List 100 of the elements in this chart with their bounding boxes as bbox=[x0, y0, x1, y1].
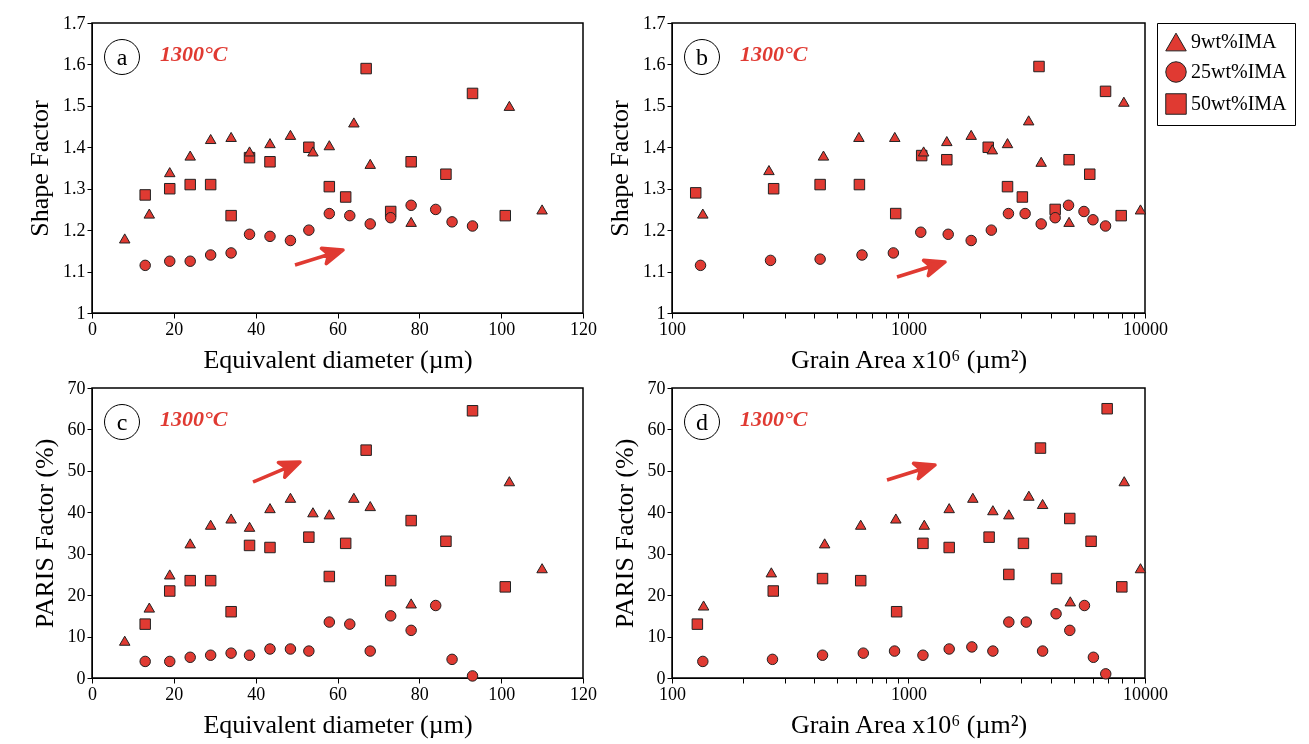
y-tick-label: 70 bbox=[67, 377, 86, 398]
point bbox=[164, 182, 176, 195]
point bbox=[225, 209, 237, 222]
point bbox=[184, 651, 196, 664]
point bbox=[536, 204, 548, 215]
point bbox=[536, 563, 548, 574]
x-tick-label: 10000 bbox=[1123, 683, 1168, 704]
point bbox=[405, 156, 417, 168]
point bbox=[384, 574, 397, 587]
point bbox=[440, 535, 452, 548]
y-axis-title: Shape Factor bbox=[25, 99, 54, 237]
x-tick-label: 80 bbox=[410, 318, 429, 339]
point bbox=[264, 138, 276, 149]
annotation: d bbox=[684, 404, 720, 440]
y-tick-label: 10 bbox=[67, 626, 86, 647]
point bbox=[184, 255, 196, 267]
y-tick-label: 1 bbox=[76, 302, 86, 323]
y-axis-title: Shape Factor bbox=[605, 99, 634, 237]
point bbox=[264, 541, 276, 554]
point bbox=[225, 513, 237, 524]
point bbox=[323, 570, 336, 583]
point bbox=[348, 117, 360, 128]
point bbox=[364, 501, 376, 512]
point bbox=[264, 230, 276, 243]
y-tick-label: 1.6 bbox=[63, 53, 86, 74]
point bbox=[143, 602, 156, 613]
x-axis-title: Grain Area x10⁶ (µm²) bbox=[790, 709, 1028, 739]
x-tick-label: 40 bbox=[247, 683, 266, 704]
y-tick-label: 20 bbox=[67, 584, 86, 605]
annotation: 1300°C bbox=[160, 406, 228, 432]
y-tick-label: 40 bbox=[647, 501, 666, 522]
point bbox=[243, 649, 256, 661]
point bbox=[184, 574, 196, 587]
point bbox=[164, 255, 176, 267]
point bbox=[284, 643, 297, 655]
point bbox=[303, 224, 315, 236]
point bbox=[264, 643, 276, 655]
point bbox=[364, 645, 376, 657]
y-tick-label: 40 bbox=[67, 501, 86, 522]
y-axis-title: PARIS Factor (%) bbox=[609, 438, 639, 629]
point bbox=[164, 655, 176, 668]
point bbox=[143, 208, 156, 219]
point bbox=[303, 645, 315, 657]
y-tick-label: 1.1 bbox=[643, 261, 666, 282]
point bbox=[184, 178, 196, 191]
point bbox=[243, 228, 256, 241]
point bbox=[284, 129, 297, 140]
point bbox=[164, 585, 176, 597]
x-tick-label: 40 bbox=[247, 318, 266, 339]
point bbox=[466, 405, 479, 417]
x-axis-title: Equivalent diameter (µm) bbox=[203, 344, 473, 374]
y-tick-label: 60 bbox=[67, 418, 86, 439]
point bbox=[139, 618, 151, 630]
y-axis-title: PARIS Factor (%) bbox=[29, 438, 59, 629]
point bbox=[323, 140, 336, 151]
y-tick-label: 1.3 bbox=[643, 178, 666, 199]
point bbox=[405, 216, 417, 227]
legend-label: 25wt%IMA bbox=[1191, 60, 1288, 82]
point bbox=[446, 653, 458, 666]
point bbox=[364, 158, 376, 169]
y-tick-label: 10 bbox=[647, 626, 666, 647]
point bbox=[503, 100, 516, 111]
y-tick-label: 1.2 bbox=[643, 219, 666, 240]
point bbox=[339, 191, 352, 203]
point bbox=[499, 581, 511, 593]
point bbox=[429, 203, 442, 216]
x-tick-label: 80 bbox=[410, 683, 429, 704]
point bbox=[446, 216, 458, 228]
x-tick-label: 20 bbox=[165, 318, 184, 339]
x-tick-label: 10000 bbox=[1123, 318, 1168, 339]
point bbox=[440, 168, 452, 180]
point bbox=[344, 209, 356, 222]
point bbox=[243, 539, 256, 552]
x-tick-label: 20 bbox=[165, 683, 184, 704]
legend-label: 9wt%IMA bbox=[1191, 30, 1278, 52]
y-tick-label: 1.5 bbox=[63, 95, 86, 116]
point bbox=[466, 87, 479, 100]
point bbox=[184, 538, 196, 549]
point bbox=[466, 220, 479, 232]
point bbox=[503, 476, 516, 487]
y-tick-label: 1.2 bbox=[63, 219, 86, 240]
point bbox=[204, 574, 217, 587]
point bbox=[323, 180, 336, 193]
point bbox=[344, 618, 356, 630]
point bbox=[139, 259, 151, 272]
y-tick-label: 70 bbox=[647, 377, 666, 398]
legend-label: 50wt%IMA bbox=[1191, 92, 1288, 114]
annotation: 1300°C bbox=[160, 41, 228, 67]
annotation: b bbox=[684, 39, 720, 75]
x-tick-label: 100 bbox=[488, 318, 516, 339]
point bbox=[323, 509, 336, 520]
point bbox=[204, 519, 217, 530]
point bbox=[118, 635, 131, 646]
point bbox=[405, 514, 417, 527]
point bbox=[339, 537, 352, 550]
y-tick-label: 30 bbox=[67, 543, 86, 564]
y-tick-label: 0 bbox=[76, 667, 86, 688]
point bbox=[225, 647, 237, 659]
y-tick-label: 1.4 bbox=[643, 136, 666, 157]
point bbox=[429, 599, 442, 612]
